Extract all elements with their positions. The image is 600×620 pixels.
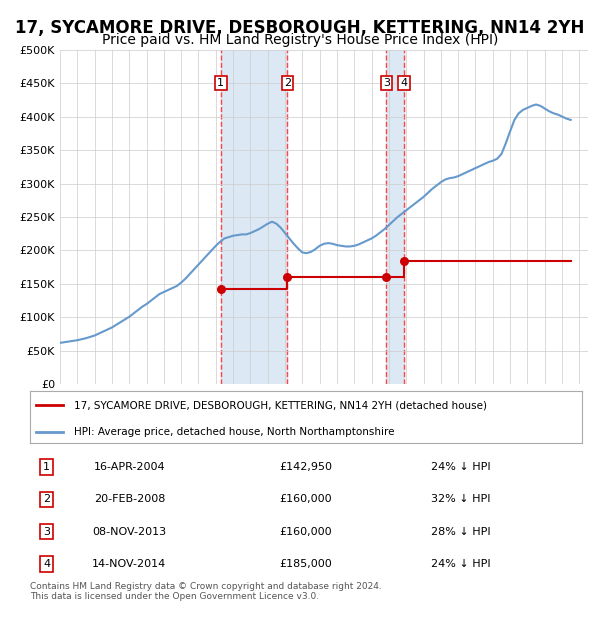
Text: 3: 3: [383, 78, 390, 88]
Text: £160,000: £160,000: [280, 526, 332, 537]
Text: 24% ↓ HPI: 24% ↓ HPI: [431, 559, 490, 569]
Text: 2: 2: [284, 78, 291, 88]
Text: 20-FEB-2008: 20-FEB-2008: [94, 494, 165, 505]
Text: 4: 4: [43, 559, 50, 569]
Point: [400, 255, 409, 265]
Text: 16-APR-2004: 16-APR-2004: [94, 462, 165, 472]
Text: 17, SYCAMORE DRIVE, DESBOROUGH, KETTERING, NN14 2YH (detached house): 17, SYCAMORE DRIVE, DESBOROUGH, KETTERIN…: [74, 401, 487, 410]
Text: 1: 1: [43, 462, 50, 472]
Text: 08-NOV-2013: 08-NOV-2013: [92, 526, 166, 537]
Point: [216, 284, 226, 294]
Text: 4: 4: [401, 78, 408, 88]
Point: [283, 272, 292, 282]
Text: Contains HM Land Registry data © Crown copyright and database right 2024.
This d: Contains HM Land Registry data © Crown c…: [30, 582, 382, 601]
Text: 24% ↓ HPI: 24% ↓ HPI: [431, 462, 490, 472]
Text: 14-NOV-2014: 14-NOV-2014: [92, 559, 166, 569]
Text: £185,000: £185,000: [280, 559, 332, 569]
Text: 3: 3: [43, 526, 50, 537]
Text: £160,000: £160,000: [280, 494, 332, 505]
Text: 32% ↓ HPI: 32% ↓ HPI: [431, 494, 490, 505]
Text: Price paid vs. HM Land Registry's House Price Index (HPI): Price paid vs. HM Land Registry's House …: [102, 33, 498, 47]
Text: 17, SYCAMORE DRIVE, DESBOROUGH, KETTERING, NN14 2YH: 17, SYCAMORE DRIVE, DESBOROUGH, KETTERIN…: [16, 19, 584, 37]
Text: 28% ↓ HPI: 28% ↓ HPI: [431, 526, 490, 537]
Text: £142,950: £142,950: [280, 462, 332, 472]
Text: 2: 2: [43, 494, 50, 505]
Bar: [221, 50, 287, 384]
Point: [382, 272, 391, 282]
Text: 1: 1: [217, 78, 224, 88]
Bar: [386, 50, 404, 384]
Text: HPI: Average price, detached house, North Northamptonshire: HPI: Average price, detached house, Nort…: [74, 427, 395, 436]
